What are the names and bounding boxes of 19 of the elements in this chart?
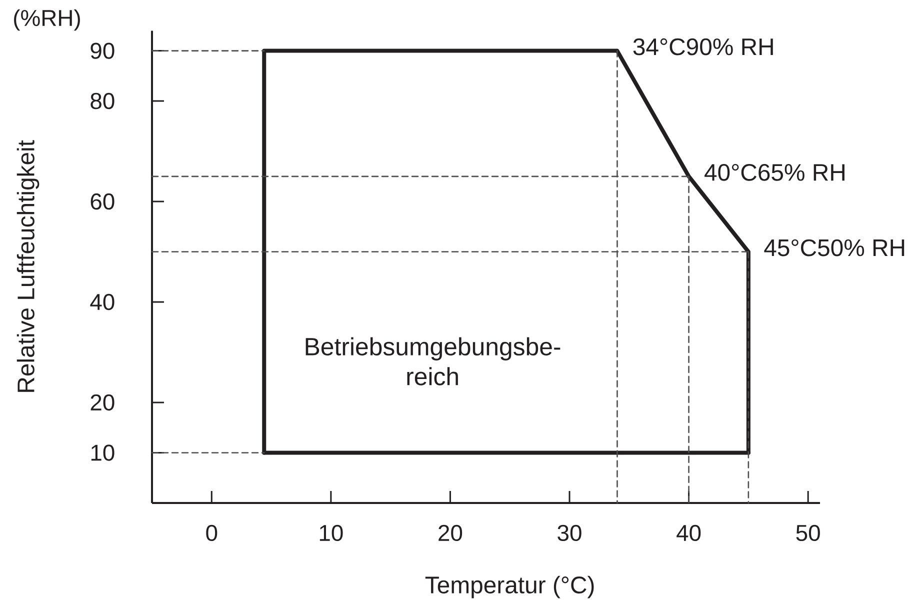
x-axis-title: Temperatur (°C)	[425, 576, 594, 598]
y-tick-label: 20	[90, 394, 114, 411]
x-tick-label: 30	[558, 524, 582, 542]
text: (%RH)	[14, 9, 80, 31]
x-tick-label: 40	[676, 524, 701, 542]
y-tick-label: 80	[90, 92, 114, 110]
annotation: Betriebsumgebungsbe-reich	[306, 337, 560, 386]
x-tick-label: 20	[438, 524, 462, 542]
x-tick-label: 50	[796, 524, 820, 542]
data-label: 40°C65% RH	[704, 164, 844, 181]
data-label: 34°C90% RH	[633, 38, 773, 56]
y-axis-title: Relative Luftfeuchtigkeit	[16, 140, 40, 392]
data-label: 45°C50% RH	[764, 239, 904, 256]
y-tick-label: 10	[91, 444, 114, 461]
x-tick-label: 0	[206, 524, 218, 542]
x-tick-label: 10	[320, 524, 343, 542]
y-tick-label: 60	[90, 193, 114, 210]
y-tick-label: 90	[90, 42, 114, 59]
y-tick-label: 40	[90, 294, 114, 310]
